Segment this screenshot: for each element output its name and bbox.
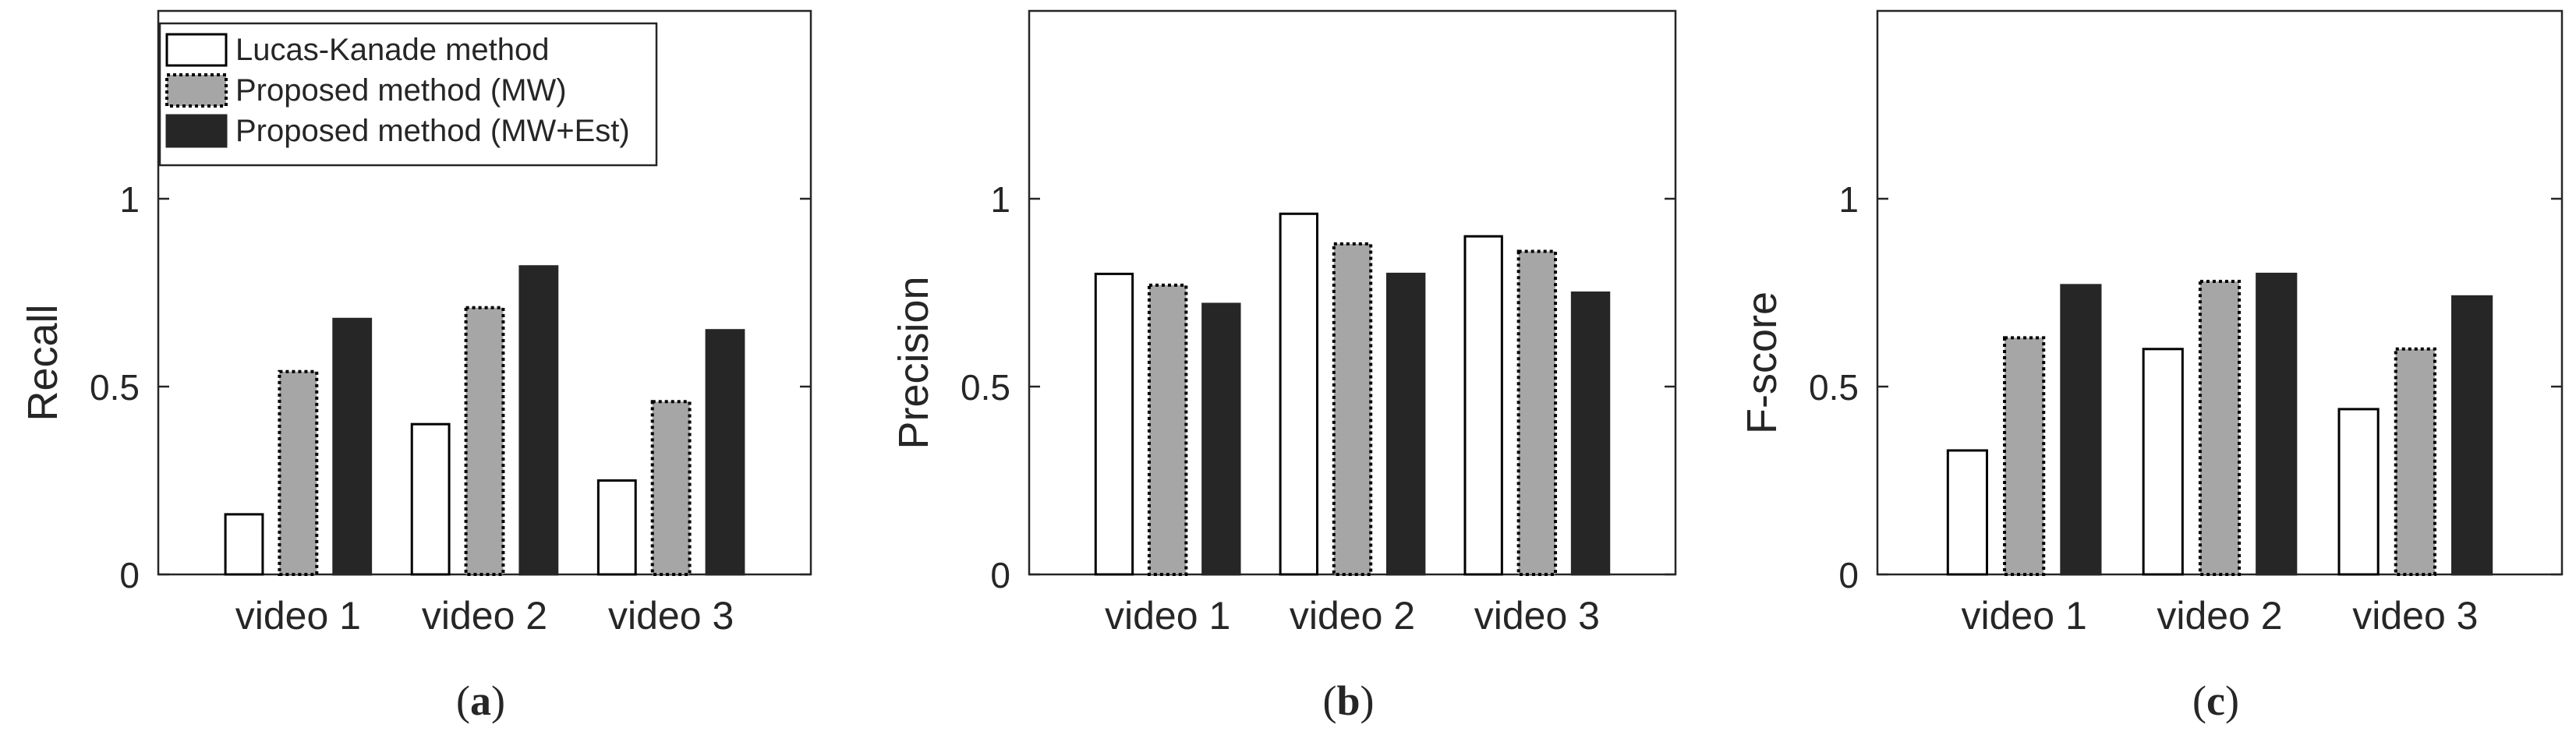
y-tick-label: 0 (1838, 555, 1859, 595)
x-tick-label: video 3 (2352, 594, 2478, 638)
bar-video-1-series-2 (1147, 283, 1188, 576)
bar-video-1-series-3 (2060, 284, 2102, 576)
legend: Lucas-Kanade method Proposed method (MW) P… (158, 22, 658, 167)
bar-video-1-series-1 (1946, 449, 1988, 576)
y-tick-label: 0.5 (961, 367, 1010, 408)
y-axis-label: Precision (890, 276, 937, 449)
x-tick-label: video 3 (608, 594, 734, 638)
bar-video-1-series-3 (332, 317, 373, 576)
legend-swatch-2 (165, 73, 228, 108)
y-tick-label: 0.5 (90, 367, 140, 408)
legend-box (158, 22, 658, 167)
bar-video-3-series-1 (596, 479, 637, 576)
bar-video-2-series-2 (1332, 242, 1373, 576)
x-tick-label: video 1 (1105, 594, 1230, 638)
bar-video-3-series-1 (2337, 408, 2380, 576)
y-tick-label: 0 (119, 555, 140, 595)
y-axis-label: Recall (19, 304, 66, 421)
y-axis-label: F-score (1739, 292, 1785, 434)
legend-label: Proposed method (MW) (235, 73, 567, 108)
caption-open-paren: ( (1322, 677, 1336, 724)
x-tick-label: video 3 (1474, 594, 1600, 638)
bar-video-2-series-3 (518, 265, 559, 576)
panel-caption: (b) (1322, 677, 1374, 724)
y-tick-label: 1 (990, 179, 1010, 220)
bar-video-3-series-3 (2451, 295, 2493, 576)
caption-letter: c (2206, 677, 2225, 724)
x-tick-label: video 2 (1290, 594, 1415, 638)
legend-swatch-1 (165, 33, 228, 67)
y-tick-label: 1 (1838, 179, 1859, 220)
x-tick-label: video 1 (235, 594, 361, 638)
bar-video-3-series-1 (1463, 235, 1503, 576)
caption-close-paren: ) (2225, 677, 2239, 724)
legend-label: Proposed method (MW+Est) (235, 114, 630, 148)
bar-video-2-series-3 (1386, 272, 1426, 576)
x-tick-label: video 1 (1962, 594, 2087, 638)
chart-panel-a: 0 0.5 1 Recall video 1 video 2 video 3 (a) (19, 9, 812, 724)
x-tick-label: video 2 (422, 594, 547, 638)
bar-video-1-series-2 (2003, 336, 2046, 576)
bar-video-1-series-1 (1094, 272, 1134, 576)
bar-video-3-series-2 (2394, 347, 2436, 576)
panel-caption: (c) (2192, 677, 2239, 724)
caption-close-paren: ) (1361, 677, 1375, 724)
bar-video-2-series-1 (410, 422, 451, 576)
bar-video-2-series-2 (2198, 280, 2242, 576)
caption-open-paren: ( (2192, 677, 2206, 724)
bar-video-3-series-3 (705, 329, 745, 576)
y-tick-label: 0.5 (1809, 367, 1859, 408)
caption-letter: a (470, 677, 491, 724)
caption-letter: b (1336, 677, 1360, 724)
bar-video-2-series-2 (464, 306, 505, 576)
legend-label: Lucas-Kanade method (235, 33, 550, 67)
bar-video-2-series-3 (2256, 272, 2298, 576)
caption-open-paren: ( (456, 677, 470, 724)
bar-video-2-series-1 (2142, 348, 2184, 576)
x-tick-label: video 2 (2157, 594, 2282, 638)
chart-panel-c: 0 0.5 1 F-score video 1 video 2 video 3 (c) (1739, 9, 2564, 724)
y-tick-label: 0 (990, 555, 1010, 595)
panel-caption: (a) (456, 677, 505, 724)
bar-video-2-series-1 (1279, 212, 1318, 576)
caption-close-paren: ) (491, 677, 505, 724)
bar-video-3-series-2 (1516, 249, 1558, 576)
bar-video-1-series-2 (278, 369, 319, 576)
bar-video-1-series-1 (224, 513, 264, 576)
bar-video-3-series-3 (1570, 292, 1611, 576)
chart-panel-b: 0 0.5 1 Precision video 1 video 2 video 3 (b) (890, 9, 1677, 724)
y-tick-label: 1 (119, 179, 140, 220)
legend-swatch-3 (165, 114, 228, 148)
bar-video-3-series-2 (650, 400, 692, 577)
bar-video-1-series-3 (1201, 302, 1241, 576)
